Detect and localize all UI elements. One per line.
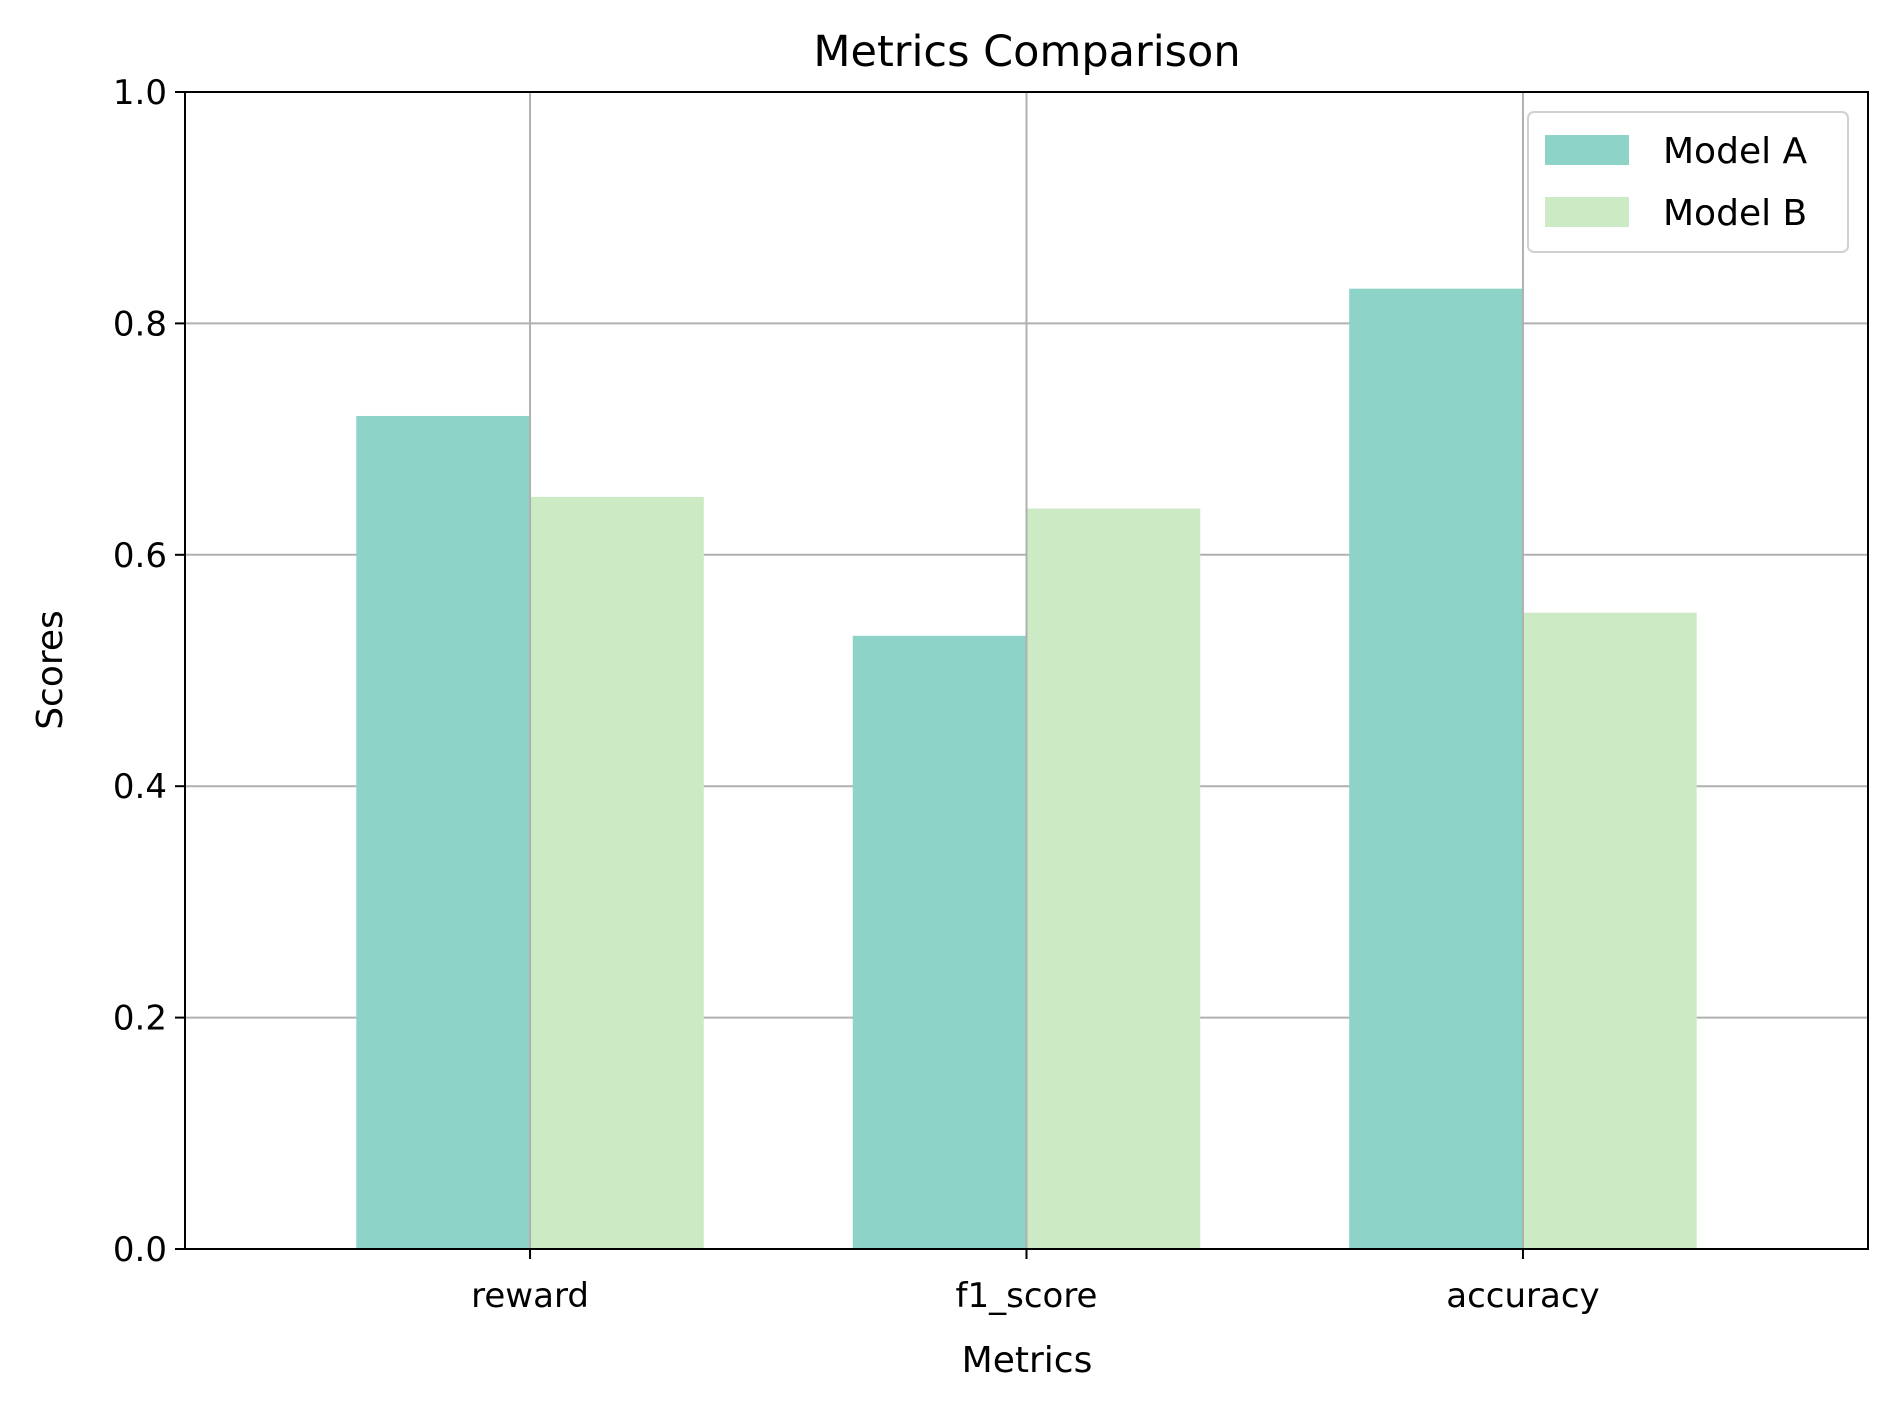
legend-label-model-a: Model A — [1663, 131, 1808, 172]
bar-model-a-accuracy — [1349, 288, 1523, 1249]
y-axis-ticks: 0.0 0.2 0.4 0.6 0.8 1.0 — [113, 73, 185, 1270]
y-tick-label: 0.0 — [113, 1230, 167, 1270]
y-tick-label: 0.4 — [113, 767, 167, 807]
bars — [356, 288, 1697, 1250]
bar-model-b-accuracy — [1522, 612, 1697, 1249]
legend-swatch-model-b — [1545, 197, 1629, 227]
x-axis-label: Metrics — [962, 1340, 1093, 1381]
legend-label-model-b: Model B — [1663, 193, 1807, 234]
x-axis-ticks: reward f1_score accuracy — [471, 1249, 1600, 1316]
x-tick-label-accuracy: accuracy — [1446, 1276, 1599, 1316]
y-tick-label: 0.2 — [113, 999, 167, 1039]
y-tick-label: 0.6 — [113, 536, 167, 576]
legend-swatch-model-a — [1545, 135, 1629, 165]
bar-model-a-reward — [356, 415, 531, 1250]
bar-model-b-reward — [530, 496, 704, 1249]
legend: Model A Model B — [1527, 111, 1849, 253]
bar-model-a-f1_score — [852, 635, 1027, 1249]
bar-model-b-f1_score — [1026, 508, 1201, 1249]
chart-title: Metrics Comparison — [813, 27, 1240, 77]
y-tick-label: 0.8 — [113, 304, 167, 344]
x-tick-label-f1_score: f1_score — [956, 1276, 1098, 1316]
y-axis-label: Scores — [30, 610, 71, 730]
vertical-grid-lines — [529, 92, 1524, 1249]
y-tick-label: 1.0 — [113, 73, 167, 113]
x-tick-label-reward: reward — [471, 1276, 589, 1316]
